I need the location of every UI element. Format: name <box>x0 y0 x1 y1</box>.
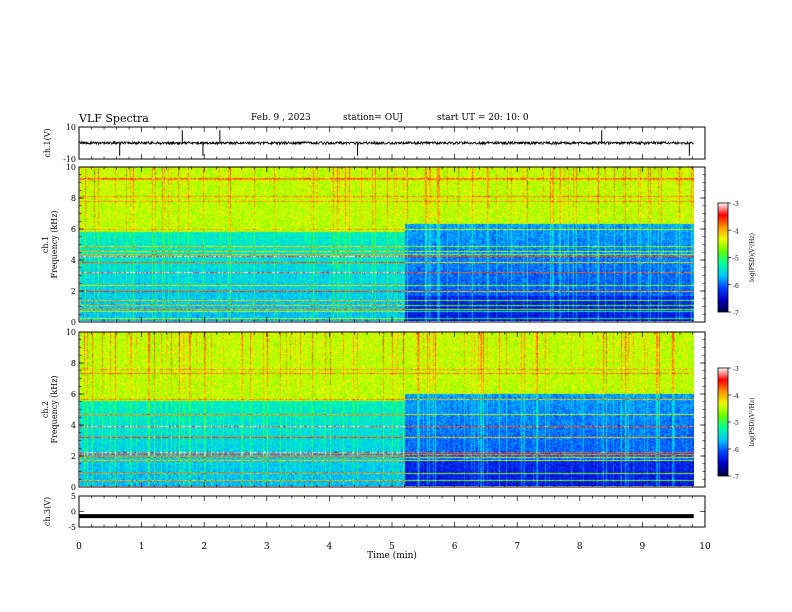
xtick-label: 0 <box>76 542 82 552</box>
xtick-label: 4 <box>327 542 333 552</box>
xtick-label: 3 <box>264 542 270 552</box>
xaxis-label: Time (min) <box>367 550 417 561</box>
colorbar-tick-label: -3 <box>733 201 739 208</box>
ytick-label: 6 <box>71 225 76 234</box>
panel-frame-ch1-spectrogram <box>78 166 706 323</box>
ylabel-ch1-waveform: ch.1(V) <box>43 128 52 157</box>
ch1-spectrogram-image <box>80 167 694 321</box>
ytick-label: 5 <box>71 492 76 501</box>
ytick-label: 8 <box>71 194 76 203</box>
ytick-label: 0 <box>71 483 76 492</box>
figure-title: VLF Spectra <box>79 112 149 125</box>
colorbar-ch2-spectrogram <box>717 367 729 477</box>
colorbar-label: log(PSD)(V²/Hz) <box>749 398 756 447</box>
ytick-label: 0 <box>71 318 76 327</box>
start-ut-label: start UT = 20: 10: 0 <box>437 113 529 123</box>
xtick-label: 7 <box>514 542 520 552</box>
xtick-label: 1 <box>139 542 145 552</box>
xtick-label: 8 <box>577 542 583 552</box>
colorbar-tick-label: -5 <box>733 256 739 263</box>
colorbar-tick-label: -7 <box>733 474 739 481</box>
ch1-waveform-line <box>78 140 694 146</box>
ylabel-ch1-spectrogram: Frequency (kHz) <box>50 210 59 278</box>
ytick-label: 2 <box>71 452 76 461</box>
xtick-label: 9 <box>640 542 646 552</box>
ytick-label: 10 <box>66 328 76 337</box>
panel-frame-ch2-spectrogram <box>78 331 706 488</box>
ytick-label: 4 <box>71 421 76 430</box>
ytick-label: 6 <box>71 390 76 399</box>
xtick-label: 10 <box>699 542 711 552</box>
ytick-label: 8 <box>71 359 76 368</box>
colorbar-tick-label: -4 <box>733 393 739 400</box>
ylabel-ch3-waveform: ch.3(V) <box>43 497 52 526</box>
ytick-label: 4 <box>71 256 76 265</box>
ytick-label: 0 <box>71 508 76 517</box>
ytick-label: 2 <box>71 287 76 296</box>
ylabel-ch1-spectrogram: ch.1 <box>41 236 50 253</box>
date-label: Feb. 9 , 2023 <box>251 113 311 123</box>
ytick-label: 10 <box>66 123 76 132</box>
ch2-spectrogram-image <box>80 332 694 486</box>
colorbar-tick-label: -6 <box>733 447 739 454</box>
ytick-label: -5 <box>68 523 76 532</box>
colorbar-ch1-spectrogram <box>717 202 729 313</box>
colorbar-tick-label: -6 <box>733 283 739 290</box>
ylabel-ch2-spectrogram: ch.2 <box>41 401 50 418</box>
xtick-label: 5 <box>389 542 395 552</box>
ytick-label: 10 <box>66 163 76 172</box>
station-label: station= OUJ <box>343 113 404 123</box>
colorbar-tick-label: -3 <box>733 366 739 373</box>
colorbar-tick-label: -5 <box>733 420 739 427</box>
colorbar-tick-label: -4 <box>733 228 739 235</box>
colorbar-label: log(PSD)(V²/Hz) <box>749 233 756 282</box>
ytick-label: -10 <box>63 155 76 164</box>
ylabel-ch2-spectrogram: Frequency (kHz) <box>50 375 59 443</box>
xtick-label: 2 <box>201 542 207 552</box>
colorbar-tick-label: -7 <box>733 310 739 317</box>
xtick-label: 6 <box>452 542 458 552</box>
